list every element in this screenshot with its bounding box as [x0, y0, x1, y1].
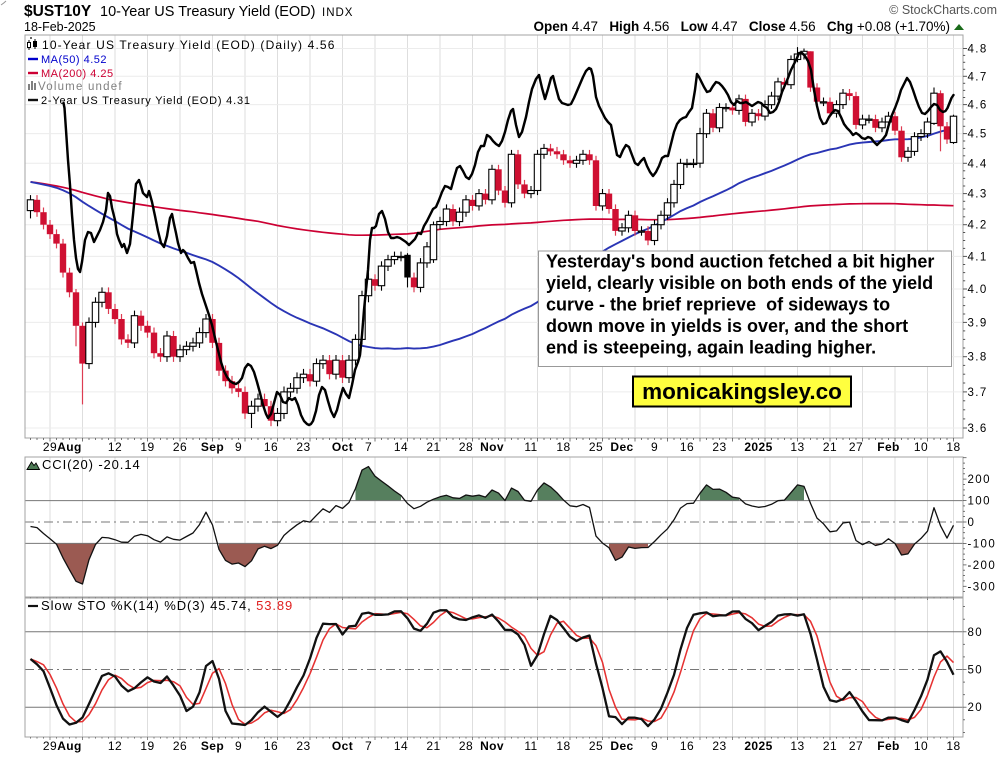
- svg-text:14: 14: [394, 739, 408, 753]
- svg-text:16: 16: [264, 440, 278, 454]
- svg-text:yield, clearly visible on both: yield, clearly visible on both ends of t…: [546, 273, 933, 293]
- svg-text:7: 7: [365, 440, 372, 454]
- svg-text:27: 27: [849, 739, 863, 753]
- svg-text:80: 80: [968, 627, 984, 639]
- svg-text:25: 25: [589, 739, 603, 753]
- svg-text:curve - the brief reprieve of: curve - the brief reprieve of sideways t…: [546, 295, 890, 315]
- svg-text:CCI(20) -20.14: CCI(20) -20.14: [42, 457, 141, 472]
- svg-text:20: 20: [968, 702, 984, 714]
- svg-text:3.9: 3.9: [968, 317, 988, 329]
- svg-text:16: 16: [264, 739, 278, 753]
- svg-text:$UST10Y: $UST10Y: [24, 3, 92, 20]
- svg-text:MA(200) 4.25: MA(200) 4.25: [41, 68, 114, 80]
- svg-text:Dec: Dec: [610, 739, 633, 753]
- svg-text:down move in yields is over, a: down move in yields is over, and the sho…: [546, 316, 908, 336]
- svg-text:7: 7: [365, 739, 372, 753]
- svg-text:23: 23: [712, 739, 726, 753]
- svg-text:end is steepeing, again leadin: end is steepeing, again leading higher.: [546, 338, 876, 358]
- svg-text:13: 13: [790, 739, 804, 753]
- svg-text:9: 9: [651, 739, 658, 753]
- svg-text:Nov: Nov: [480, 739, 504, 753]
- svg-text:18: 18: [556, 440, 570, 454]
- svg-text:10: 10: [914, 739, 928, 753]
- svg-text:27: 27: [849, 440, 863, 454]
- svg-text:-300: -300: [968, 581, 997, 593]
- svg-text:10: 10: [914, 440, 928, 454]
- svg-text:4.0: 4.0: [968, 284, 988, 296]
- svg-text:29: 29: [43, 739, 57, 753]
- svg-text:23: 23: [712, 440, 726, 454]
- svg-text:2025: 2025: [744, 440, 772, 454]
- svg-text:50: 50: [968, 665, 984, 677]
- svg-text:monicakingsley.co: monicakingsley.co: [642, 379, 842, 404]
- svg-text:3.7: 3.7: [968, 387, 988, 399]
- svg-text:-100: -100: [968, 538, 997, 550]
- svg-text:2-Year US Treasury Yield (EOD): 2-Year US Treasury Yield (EOD) 4.31: [41, 95, 251, 107]
- svg-text:12: 12: [108, 739, 122, 753]
- svg-text:Slow STO %K(14) %D(3) 45.74, 5: Slow STO %K(14) %D(3) 45.74, 53.89: [41, 598, 293, 613]
- svg-text:21: 21: [426, 739, 440, 753]
- svg-text:21: 21: [426, 440, 440, 454]
- svg-text:4.1: 4.1: [968, 251, 988, 263]
- svg-text:12: 12: [108, 440, 122, 454]
- svg-text:23: 23: [296, 440, 310, 454]
- svg-text:10-Year US Treasury Yield (EOD: 10-Year US Treasury Yield (EOD): [100, 4, 315, 20]
- svg-text:0: 0: [968, 517, 976, 529]
- svg-text:INDX: INDX: [322, 7, 353, 19]
- svg-text:18: 18: [946, 440, 960, 454]
- svg-text:Yesterday's bond auction fetch: Yesterday's bond auction fetched a bit h…: [546, 252, 934, 272]
- svg-text:2025: 2025: [744, 739, 772, 753]
- svg-text:Feb: Feb: [877, 440, 900, 454]
- svg-text:11: 11: [524, 440, 537, 454]
- svg-text:100: 100: [968, 496, 991, 508]
- svg-text:14: 14: [394, 440, 408, 454]
- svg-text:Sep: Sep: [201, 440, 224, 454]
- svg-text:25: 25: [589, 440, 603, 454]
- svg-text:26: 26: [173, 440, 187, 454]
- svg-text:4.5: 4.5: [968, 129, 988, 141]
- svg-text:28: 28: [459, 739, 473, 753]
- svg-text:13: 13: [790, 440, 804, 454]
- svg-text:9: 9: [235, 739, 242, 753]
- svg-text:23: 23: [296, 739, 310, 753]
- svg-text:18: 18: [946, 739, 960, 753]
- svg-text:4.4: 4.4: [968, 158, 988, 170]
- svg-text:MA(50) 4.52: MA(50) 4.52: [41, 54, 107, 66]
- svg-text:16: 16: [680, 739, 694, 753]
- svg-text:9: 9: [235, 440, 242, 454]
- svg-text:4.6: 4.6: [968, 100, 988, 112]
- svg-text:Volume undef: Volume undef: [38, 81, 123, 93]
- svg-text:Oct: Oct: [332, 739, 353, 753]
- svg-text:Oct: Oct: [332, 440, 353, 454]
- svg-text:Aug: Aug: [57, 739, 82, 753]
- svg-text:21: 21: [823, 739, 837, 753]
- svg-text:200: 200: [968, 474, 991, 486]
- svg-text:29: 29: [43, 440, 57, 454]
- svg-text:19: 19: [140, 739, 154, 753]
- svg-text:18-Feb-2025: 18-Feb-2025: [24, 20, 96, 34]
- svg-text:-200: -200: [968, 560, 997, 572]
- svg-text:18: 18: [556, 739, 570, 753]
- svg-text:Sep: Sep: [201, 739, 224, 753]
- svg-text:10-Year US Treasury Yield (EOD: 10-Year US Treasury Yield (EOD) (Daily) …: [42, 38, 336, 52]
- svg-text:4.3: 4.3: [968, 189, 988, 201]
- svg-text:4.7: 4.7: [968, 71, 988, 83]
- svg-text:19: 19: [140, 440, 154, 454]
- svg-text:3.6: 3.6: [968, 423, 988, 435]
- svg-text:4.2: 4.2: [968, 220, 988, 232]
- svg-text:Nov: Nov: [480, 440, 504, 454]
- svg-text:Aug: Aug: [57, 440, 82, 454]
- svg-text:Feb: Feb: [877, 739, 900, 753]
- svg-text:16: 16: [680, 440, 694, 454]
- svg-text:4.8: 4.8: [968, 44, 988, 56]
- svg-text:© StockCharts.com: © StockCharts.com: [889, 3, 997, 17]
- svg-text:26: 26: [173, 739, 187, 753]
- svg-text:Dec: Dec: [610, 440, 633, 454]
- svg-text:11: 11: [524, 739, 537, 753]
- svg-text:3.8: 3.8: [968, 352, 988, 364]
- svg-text:Open 4.47 High 4.56 Low 4.: Open 4.47 High 4.56 Low 4.47 Close 4.56 …: [534, 19, 950, 34]
- svg-text:28: 28: [459, 440, 473, 454]
- svg-text:21: 21: [823, 440, 837, 454]
- svg-text:9: 9: [651, 440, 658, 454]
